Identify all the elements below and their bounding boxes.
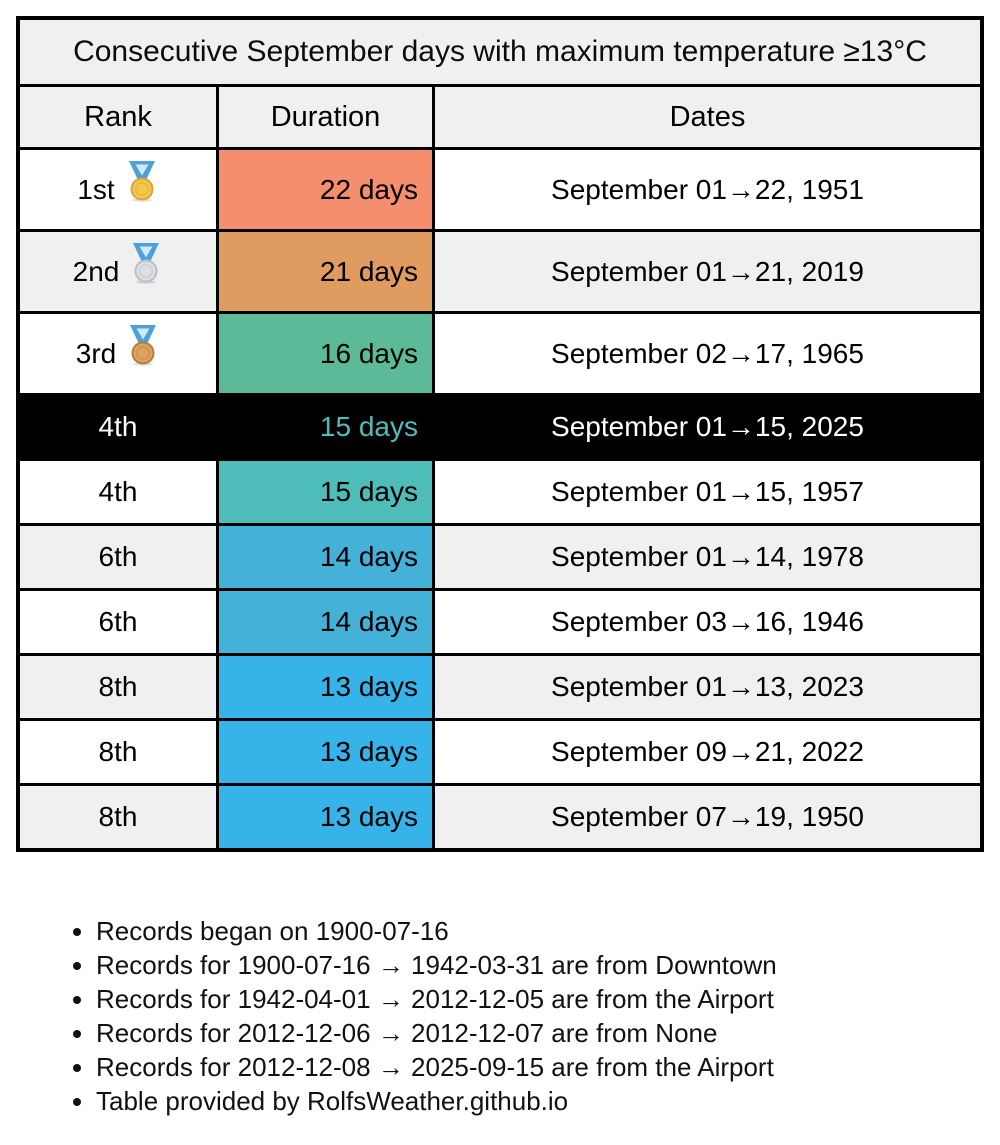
table-row: 3rd 16 days September 02→17, 1965 [20, 314, 980, 396]
column-header-duration: Duration [219, 87, 435, 147]
dates-cell: September 01→15, 1957 [551, 476, 864, 507]
table-row: 8th 13 days September 07→19, 1950 [20, 786, 980, 848]
rank-cell: 8th [20, 656, 219, 718]
table-row: 1st 22 days September 01→22, 1951 [20, 150, 980, 232]
rank-cell: 6th [20, 591, 219, 653]
dates-cell: September 01→13, 2023 [551, 671, 864, 702]
silver-medal-icon [133, 242, 160, 284]
footnote-item: Table provided by RolfsWeather.github.io [96, 1084, 777, 1118]
dates-cell: September 02→17, 1965 [551, 337, 864, 369]
table-row: 6th 14 days September 03→16, 1946 [20, 591, 980, 656]
rank-label: 8th [98, 801, 138, 832]
gold-medal-icon [128, 160, 155, 202]
footnote-item: Records for 2012-12-08 → 2025-09-15 are … [96, 1050, 777, 1084]
table-row: 8th 13 days September 09→21, 2022 [20, 721, 980, 786]
footnote-item: Records for 1900-07-16 → 1942-03-31 are … [96, 948, 777, 982]
duration-cell: 13 days [219, 721, 435, 783]
footnote-item: Records for 2012-12-06 → 2012-12-07 are … [96, 1016, 777, 1050]
table-row: 2nd 21 days September 01→21, 2019 [20, 232, 980, 314]
rank-cell: 8th [20, 721, 219, 783]
dates-cell: September 07→19, 1950 [551, 801, 864, 832]
records-table: Consecutive September days with maximum … [16, 16, 984, 852]
bronze-medal-icon [130, 324, 157, 366]
rank-cell: 1st [20, 150, 219, 229]
duration-cell: 15 days [219, 461, 435, 523]
table-row: 8th 13 days September 01→13, 2023 [20, 656, 980, 721]
rank-cell: 8th [20, 786, 219, 848]
rank-label: 6th [98, 541, 138, 572]
dates-cell: September 01→15, 2025 [551, 411, 864, 442]
dates-cell: September 09→21, 2022 [551, 736, 864, 767]
duration-cell: 15 days [219, 396, 435, 458]
rank-cell: 2nd [20, 232, 219, 311]
duration-cell: 16 days [219, 314, 435, 393]
duration-cell: 21 days [219, 232, 435, 311]
dates-cell: September 03→16, 1946 [551, 606, 864, 637]
rank-label: 3rd [75, 337, 117, 369]
dates-cell: September 01→14, 1978 [551, 541, 864, 572]
rank-label: 4th [98, 411, 138, 442]
rank-cell: 3rd [20, 314, 219, 393]
rank-cell: 6th [20, 526, 219, 588]
table-header-row: Rank Duration Dates [20, 87, 980, 150]
rank-label: 8th [98, 671, 138, 702]
column-header-dates: Dates [669, 100, 746, 133]
table-row: 4th 15 days September 01→15, 1957 [20, 461, 980, 526]
table-title: Consecutive September days with maximum … [20, 20, 980, 87]
duration-cell: 22 days [219, 150, 435, 229]
rank-cell: 4th [20, 396, 219, 458]
table-row: 6th 14 days September 01→14, 1978 [20, 526, 980, 591]
footnote-item: Records began on 1900-07-16 [96, 914, 777, 948]
duration-cell: 14 days [219, 526, 435, 588]
table-row: 4th 15 days September 01→15, 2025 [20, 396, 980, 461]
rank-label: 8th [98, 736, 138, 767]
rank-label: 1st [77, 173, 115, 205]
rank-cell: 4th [20, 461, 219, 523]
table-body: 1st 22 days September 01→22, 1951 2nd 21 d… [20, 150, 980, 848]
duration-cell: 13 days [219, 786, 435, 848]
dates-cell: September 01→22, 1951 [551, 173, 864, 205]
duration-cell: 14 days [219, 591, 435, 653]
rank-label: 2nd [72, 255, 120, 287]
rank-label: 4th [98, 476, 138, 507]
footnotes-list: Records began on 1900-07-16Records for 1… [68, 914, 777, 1118]
dates-cell: September 01→21, 2019 [551, 255, 864, 287]
duration-cell: 13 days [219, 656, 435, 718]
rank-label: 6th [98, 606, 138, 637]
column-header-rank: Rank [20, 87, 219, 147]
footnote-item: Records for 1942-04-01 → 2012-12-05 are … [96, 982, 777, 1016]
